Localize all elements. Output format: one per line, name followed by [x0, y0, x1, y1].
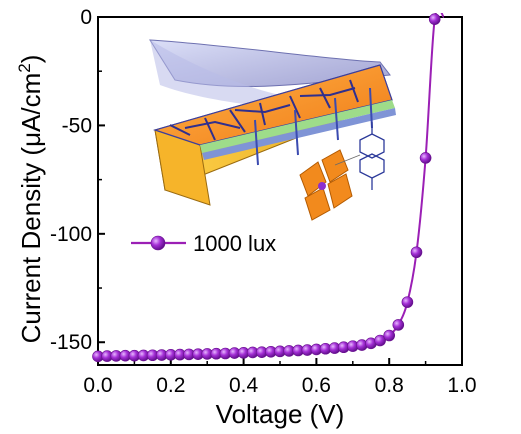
x-tick-label: 0.2	[156, 374, 185, 397]
y-axis-title-close: )	[16, 55, 46, 64]
y-tick-label: -50	[62, 114, 92, 137]
y-tick-label: 0	[80, 6, 92, 29]
y-axis-title-main: Current Density (μA/cm	[16, 73, 46, 344]
x-tick-label: 0.6	[302, 374, 331, 397]
data-point	[410, 246, 423, 259]
y-axis-title: Current Density (μA/cm2)	[15, 55, 46, 344]
x-tick-label: 0.8	[375, 374, 404, 397]
data-point	[374, 334, 386, 347]
data-point	[401, 296, 414, 308]
data-point	[419, 152, 432, 164]
device-illustration	[149, 39, 396, 221]
x-tick-label: 0.4	[229, 374, 259, 397]
data-point	[383, 329, 396, 342]
x-tick-label: 0.0	[83, 374, 112, 397]
legend-label: 1000 lux	[193, 231, 276, 256]
y-tick-label: -150	[50, 331, 92, 354]
data-point	[392, 319, 405, 331]
x-tick-label: 1.0	[447, 374, 476, 397]
legend-marker	[150, 235, 166, 251]
y-axis-title-sup: 2	[15, 63, 34, 72]
x-axis-title: Voltage (V)	[216, 399, 345, 429]
plot-area: 0.0 0.2 0.4 0.6 0.8 1.0 0 -50 -100 -150 Voltage (V…	[15, 6, 477, 429]
y-tick-label: -100	[50, 223, 92, 246]
data-point	[428, 13, 441, 25]
